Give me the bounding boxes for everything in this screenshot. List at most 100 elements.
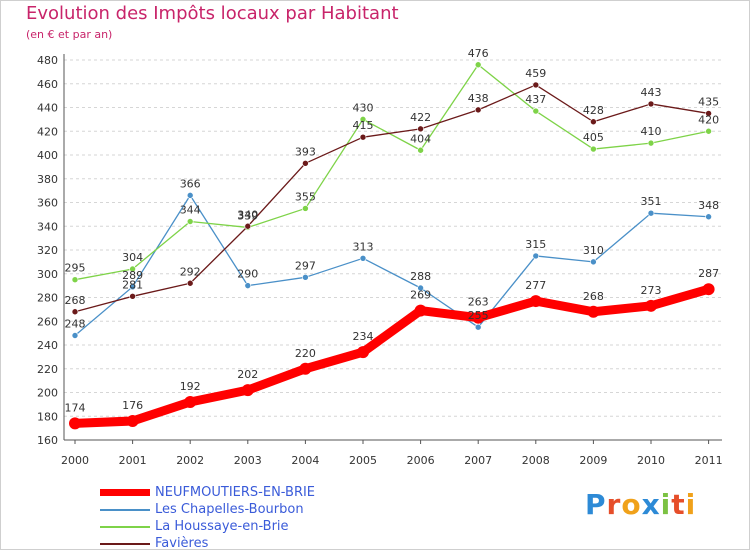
data-point-s0 xyxy=(587,305,600,318)
y-tick-label: 380 xyxy=(37,173,58,186)
data-label-s1: 366 xyxy=(180,177,201,190)
y-tick-label: 480 xyxy=(37,54,58,67)
data-label-s3: 415 xyxy=(353,119,374,132)
x-tick-label: 2000 xyxy=(61,454,89,467)
data-point-s0 xyxy=(645,299,657,312)
x-tick-label: 2002 xyxy=(176,454,204,467)
data-point-s0 xyxy=(357,346,369,359)
data-point-s3 xyxy=(359,133,367,141)
data-point-s2 xyxy=(129,265,136,273)
data-label-s2: 437 xyxy=(525,93,546,106)
y-tick-label: 320 xyxy=(37,244,58,257)
data-point-s1 xyxy=(417,284,424,292)
y-tick-label: 260 xyxy=(37,315,58,328)
data-point-s0 xyxy=(414,304,427,317)
data-label-s1: 248 xyxy=(65,318,86,331)
y-tick-label: 220 xyxy=(37,363,58,376)
legend-label-1: Les Chapelles-Bourbon xyxy=(155,502,304,517)
proxiti-logo-letter: i xyxy=(660,488,672,521)
data-point-s0 xyxy=(529,295,542,308)
y-tick-label: 240 xyxy=(37,339,58,352)
data-point-s3 xyxy=(129,293,136,300)
data-point-s2 xyxy=(590,145,597,153)
data-point-s1 xyxy=(71,332,79,339)
data-point-s0 xyxy=(472,311,485,324)
axes xyxy=(63,54,722,444)
data-point-s0 xyxy=(69,417,81,430)
data-label-s3: 292 xyxy=(180,265,201,278)
data-point-s1 xyxy=(186,192,194,199)
proxiti-logo-letter: P xyxy=(585,488,607,521)
data-label-s1: 310 xyxy=(583,244,604,257)
data-label-s0: 269 xyxy=(410,289,431,302)
data-point-s2 xyxy=(647,139,655,147)
data-point-s3 xyxy=(186,279,194,287)
data-label-s3: 340 xyxy=(237,208,258,221)
data-label-s0: 273 xyxy=(641,284,662,297)
data-label-s3: 443 xyxy=(641,86,662,99)
data-point-s1 xyxy=(532,252,540,260)
data-point-s1 xyxy=(359,255,367,262)
x-tick-label: 2008 xyxy=(522,454,550,467)
data-point-s1 xyxy=(129,283,136,291)
y-tick-label: 400 xyxy=(37,149,58,162)
data-labels: 174 176 192 202 220 234 269 263 277 268 273 287 248 2… xyxy=(65,47,720,415)
data-label-s0: 220 xyxy=(295,347,316,360)
proxiti-logo: Proxiti xyxy=(585,488,696,521)
legend-swatch-1 xyxy=(100,509,150,511)
data-point-s3 xyxy=(590,118,597,126)
data-label-s0: 192 xyxy=(180,380,201,393)
chart-subtitle: (en € et par an) xyxy=(26,28,113,41)
data-label-s0: 176 xyxy=(122,399,143,412)
data-point-s2 xyxy=(705,127,712,135)
y-tick-label: 200 xyxy=(37,387,58,400)
proxiti-logo-letter: i xyxy=(685,488,697,521)
data-label-s2: 355 xyxy=(295,190,316,203)
series-line-1 xyxy=(74,194,710,337)
data-label-s0: 263 xyxy=(468,296,489,309)
x-tick-label: 2001 xyxy=(119,454,147,467)
data-point-s0 xyxy=(184,396,197,408)
data-point-s3 xyxy=(647,100,655,108)
data-label-s2: 304 xyxy=(122,251,143,264)
x-tick-label: 2003 xyxy=(234,454,262,467)
y-tick-label: 300 xyxy=(37,268,58,281)
proxiti-logo-letter: r xyxy=(606,488,622,521)
data-point-s1 xyxy=(705,213,712,221)
x-tick-label: 2006 xyxy=(407,454,435,467)
data-label-s3: 428 xyxy=(583,104,604,117)
x-tick-label: 2011 xyxy=(695,454,723,467)
data-point-s2 xyxy=(359,116,367,123)
data-label-s3: 268 xyxy=(65,294,86,307)
data-label-s3: 393 xyxy=(295,145,316,158)
y-tick-label: 280 xyxy=(37,292,58,305)
data-point-s3 xyxy=(244,222,252,230)
proxiti-logo-letter: x xyxy=(641,488,661,521)
data-label-s0: 174 xyxy=(65,401,86,414)
data-label-s0: 277 xyxy=(525,279,546,292)
data-label-s3: 438 xyxy=(468,92,489,105)
data-label-s1: 315 xyxy=(525,238,546,251)
x-tick-label: 2009 xyxy=(579,454,607,467)
series-line-0 xyxy=(70,284,714,428)
data-point-s1 xyxy=(590,258,597,266)
data-label-s0: 287 xyxy=(698,267,719,280)
data-point-s2 xyxy=(532,107,540,115)
y-axis-ticks: 160 180 200 220 240 260 280 300 320 340 360 380 400 4… xyxy=(37,54,58,447)
data-label-s2: 476 xyxy=(468,47,489,60)
data-label-s3: 422 xyxy=(410,111,431,124)
data-point-s0 xyxy=(299,362,312,375)
line-chart: 160 180 200 220 240 260 280 300 320 340 360 380 400 4… xyxy=(37,47,723,467)
grid-lines xyxy=(64,59,722,417)
data-label-s3: 281 xyxy=(122,278,143,291)
data-point-s3 xyxy=(302,160,309,167)
data-label-s1: 351 xyxy=(641,195,662,208)
series-line-3 xyxy=(74,84,710,313)
y-tick-label: 160 xyxy=(37,434,58,447)
x-axis-ticks: 2000 2001 2002 2003 2004 2005 2006 2007 2008 2009… xyxy=(61,454,723,467)
data-point-s2 xyxy=(474,61,482,69)
legend-swatch-0 xyxy=(100,489,150,496)
data-label-s2: 420 xyxy=(698,113,719,126)
data-point-s0 xyxy=(241,384,254,397)
